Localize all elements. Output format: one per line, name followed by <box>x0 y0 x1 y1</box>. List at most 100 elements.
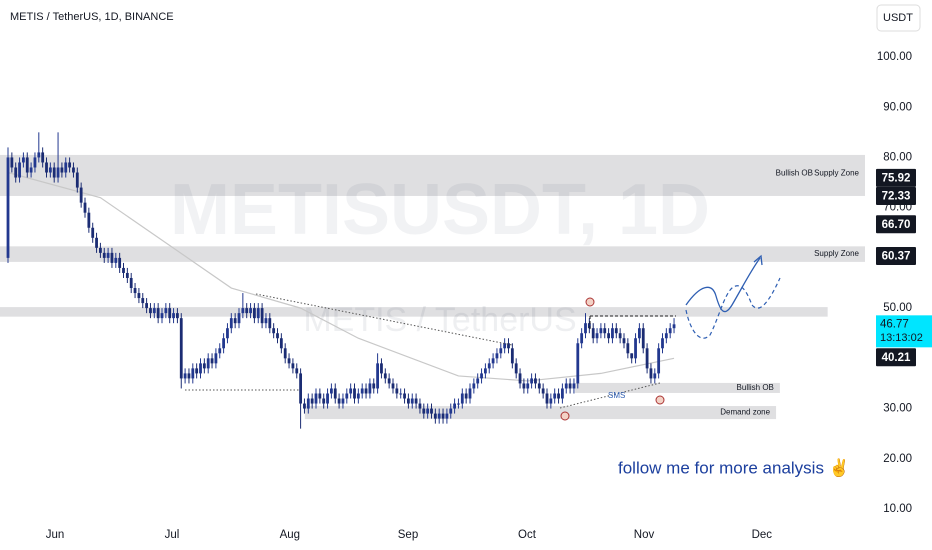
candle-body <box>249 308 252 314</box>
candle-body <box>283 348 287 359</box>
candle-body <box>87 212 91 228</box>
candle-body <box>172 313 175 319</box>
candle-body <box>476 378 480 384</box>
note: follow me for more analysis ✌️ <box>618 457 850 478</box>
price-label: 72.33 <box>882 190 911 202</box>
candle-body <box>60 167 64 173</box>
candle-body <box>149 308 152 314</box>
candle-body <box>395 388 399 394</box>
zone <box>0 307 828 317</box>
candle-body <box>557 393 560 399</box>
zone-label: Supply Zone <box>814 249 859 258</box>
candle-body <box>129 277 133 289</box>
candle-body <box>10 157 14 168</box>
candle-body <box>380 363 383 374</box>
candle-body <box>487 363 491 369</box>
candle-body <box>603 328 607 334</box>
sms-label: SMS <box>608 391 625 400</box>
candle-body <box>372 383 376 389</box>
zone <box>0 154 865 196</box>
candle-body <box>264 318 268 324</box>
candle-body <box>560 388 564 399</box>
candle-body <box>291 363 295 369</box>
candle-body <box>649 368 653 379</box>
candle-body <box>48 167 52 173</box>
candle-body <box>314 393 318 404</box>
candle-body <box>318 393 322 399</box>
y-tick-label: 20.00 <box>883 453 912 465</box>
y-tick-label: 80.00 <box>883 151 912 163</box>
candle-body <box>453 403 456 409</box>
hand-icon <box>585 297 595 307</box>
candle-body <box>75 172 79 188</box>
candle-body <box>226 328 229 339</box>
currency: USDT <box>883 12 913 24</box>
candle-body <box>183 373 187 379</box>
candle-body <box>541 388 545 394</box>
candle-body <box>383 373 387 379</box>
candle-body <box>179 318 183 379</box>
candle-body <box>45 162 48 173</box>
candle-body <box>418 403 422 409</box>
candle-body <box>106 252 110 258</box>
candle-body <box>345 393 349 399</box>
candle-body <box>145 303 149 309</box>
drawings <box>185 254 781 421</box>
x-tick-label: Nov <box>634 529 655 541</box>
price-label: 60.37 <box>882 251 911 263</box>
x-tick-label: Dec <box>752 529 773 541</box>
candle-body <box>510 348 514 364</box>
zone <box>0 246 865 262</box>
candle-body <box>460 393 464 404</box>
candle-body <box>403 393 406 399</box>
candle-body <box>664 333 668 339</box>
candle-body <box>176 313 179 319</box>
candle-body <box>214 353 218 364</box>
candle-body <box>399 393 403 395</box>
trendline <box>255 293 513 346</box>
candle-body <box>22 157 25 163</box>
candle-body <box>387 378 391 384</box>
candle-body <box>122 267 125 273</box>
candle-body <box>287 358 291 364</box>
countdown: 13:13:02 <box>880 332 923 344</box>
candle-body <box>229 318 233 329</box>
x-tick-label: Aug <box>280 529 300 541</box>
projection-alt <box>685 277 781 339</box>
candle-body <box>187 373 191 379</box>
candle-body <box>611 328 614 339</box>
candle-body <box>341 398 345 404</box>
candle-body <box>584 323 587 334</box>
price-label-box <box>876 215 916 234</box>
candle-body <box>530 378 533 384</box>
projection <box>685 257 761 313</box>
candle-body <box>472 383 476 389</box>
candle-body <box>99 247 102 253</box>
candle-body <box>52 167 56 178</box>
candle-body <box>322 398 326 404</box>
candle-body <box>353 388 356 399</box>
candle-body <box>118 257 122 268</box>
candle-body <box>483 368 487 374</box>
candle-body <box>518 373 522 384</box>
candle-body <box>534 378 537 384</box>
candle-body <box>406 398 410 404</box>
price-label-box <box>876 168 916 187</box>
candle-body <box>503 343 507 349</box>
y-tick-label: 50.00 <box>883 302 912 314</box>
candle-body <box>414 398 418 404</box>
plot <box>6 132 676 429</box>
zone <box>304 406 777 420</box>
zone-label: Supply Zone <box>814 169 859 178</box>
candle-body <box>587 323 591 329</box>
watermark: METISUSDT, 1D <box>170 170 710 250</box>
candle-body <box>333 388 337 399</box>
currency-box[interactable] <box>876 4 921 32</box>
candle-body <box>464 393 468 399</box>
candle-body <box>668 328 672 334</box>
candle-body <box>237 313 241 324</box>
candle-body <box>6 157 10 258</box>
candle-body <box>514 363 518 374</box>
candle-body <box>368 383 372 394</box>
chart-title: METIS / TetherUS, 1D, BINANCE <box>10 11 174 23</box>
